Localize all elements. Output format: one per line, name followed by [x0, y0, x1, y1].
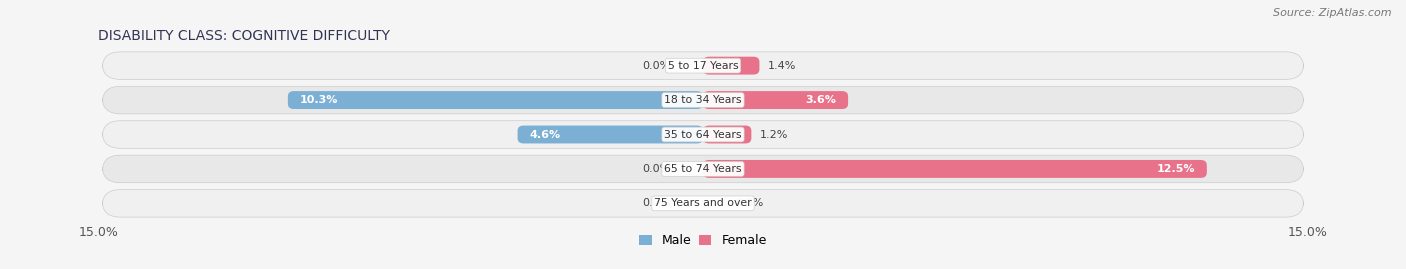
Text: 1.2%: 1.2%: [759, 129, 787, 140]
Text: 65 to 74 Years: 65 to 74 Years: [664, 164, 742, 174]
Text: 4.6%: 4.6%: [530, 129, 561, 140]
Text: 5 to 17 Years: 5 to 17 Years: [668, 61, 738, 71]
FancyBboxPatch shape: [103, 52, 1303, 79]
Text: 3.6%: 3.6%: [806, 95, 837, 105]
FancyBboxPatch shape: [703, 160, 1206, 178]
Text: 0.0%: 0.0%: [643, 198, 671, 208]
FancyBboxPatch shape: [703, 126, 751, 143]
Text: 10.3%: 10.3%: [299, 95, 339, 105]
FancyBboxPatch shape: [103, 121, 1303, 148]
FancyBboxPatch shape: [517, 126, 703, 143]
FancyBboxPatch shape: [103, 190, 1303, 217]
Text: 12.5%: 12.5%: [1156, 164, 1195, 174]
Text: 35 to 64 Years: 35 to 64 Years: [664, 129, 742, 140]
FancyBboxPatch shape: [103, 155, 1303, 183]
FancyBboxPatch shape: [288, 91, 703, 109]
Text: 75 Years and over: 75 Years and over: [654, 198, 752, 208]
Text: 0.0%: 0.0%: [735, 198, 763, 208]
Text: 0.0%: 0.0%: [643, 164, 671, 174]
Text: 18 to 34 Years: 18 to 34 Years: [664, 95, 742, 105]
FancyBboxPatch shape: [703, 57, 759, 75]
Text: Source: ZipAtlas.com: Source: ZipAtlas.com: [1274, 8, 1392, 18]
Text: 0.0%: 0.0%: [643, 61, 671, 71]
FancyBboxPatch shape: [703, 91, 848, 109]
Text: 1.4%: 1.4%: [768, 61, 796, 71]
Legend: Male, Female: Male, Female: [634, 229, 772, 252]
Text: DISABILITY CLASS: COGNITIVE DIFFICULTY: DISABILITY CLASS: COGNITIVE DIFFICULTY: [98, 29, 391, 43]
FancyBboxPatch shape: [103, 86, 1303, 114]
